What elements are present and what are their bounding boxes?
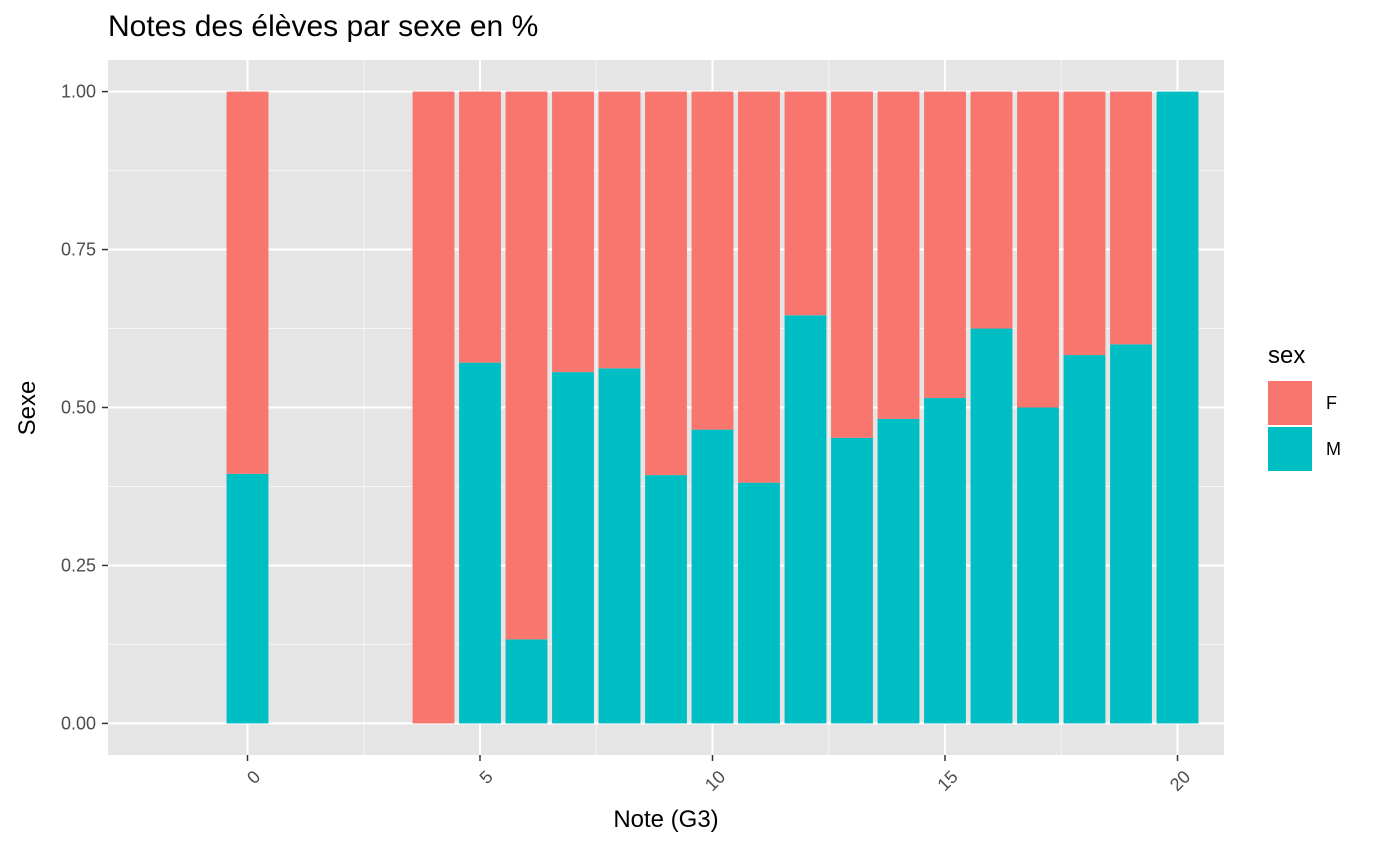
bar-m-12	[784, 315, 827, 724]
legend-swatch-f	[1268, 381, 1312, 425]
bar-m-15	[924, 398, 966, 724]
legend-item-m: M	[1268, 426, 1341, 472]
y-tick-label: 0.50	[61, 398, 96, 418]
bar-m-9	[645, 475, 687, 724]
y-tick-label: 0.00	[61, 713, 96, 733]
bar-m-11	[738, 482, 780, 724]
bar-m-14	[877, 418, 920, 724]
bar-f-19	[1110, 91, 1152, 345]
bar-f-4	[412, 91, 455, 724]
legend-swatch-m	[1268, 427, 1312, 471]
y-axis: 0.00 0.25 0.50 0.75 1.00	[61, 82, 108, 733]
y-tick-label: 0.25	[61, 555, 96, 575]
bar-f-18	[1063, 91, 1106, 356]
bar-m-6	[505, 639, 548, 724]
bar-m-7	[552, 372, 594, 724]
bar-m-10	[691, 429, 734, 724]
bar-f-9	[645, 91, 687, 476]
bar-m-13	[831, 437, 873, 724]
x-tick-label: 20	[1166, 767, 1194, 795]
x-tick-label: 0	[243, 767, 264, 788]
legend-label-f: F	[1326, 392, 1337, 413]
bar-m-18	[1063, 355, 1106, 724]
bar-m-8	[598, 368, 641, 724]
bar-m-5	[459, 362, 501, 724]
bar-m-0	[226, 473, 269, 724]
bar-f-11	[738, 91, 780, 483]
bar-f-16	[970, 91, 1013, 329]
x-axis: 0 5 10 15 20	[243, 755, 1194, 795]
bar-f-7	[552, 91, 594, 373]
bar-f-5	[459, 91, 501, 363]
legend-title: sex	[1268, 342, 1306, 369]
bar-f-10	[691, 91, 734, 430]
x-tick-label: 15	[933, 767, 961, 795]
legend: sex F M	[1268, 342, 1341, 472]
x-tick-label: 10	[701, 767, 729, 795]
legend-item-f: F	[1268, 380, 1341, 426]
chart-title: Notes des élèves par sexe en %	[108, 10, 539, 43]
y-axis-label: Sexe	[14, 380, 41, 436]
bar-m-16	[970, 328, 1013, 724]
bar-f-6	[505, 91, 548, 640]
y-tick-label: 1.00	[61, 82, 96, 102]
bar-f-12	[784, 91, 827, 316]
bar-m-17	[1017, 407, 1059, 724]
legend-label-m: M	[1326, 438, 1341, 459]
bar-f-15	[924, 91, 966, 399]
x-axis-label: Note (G3)	[613, 806, 719, 833]
bar-f-17	[1017, 91, 1059, 408]
bar-f-14	[877, 91, 920, 419]
bar-f-13	[831, 91, 873, 438]
bar-m-19	[1110, 344, 1152, 724]
bar-m-20	[1156, 91, 1199, 724]
bar-f-8	[598, 91, 641, 369]
bars-layer	[226, 91, 1199, 724]
bar-f-0	[226, 91, 269, 474]
y-tick-label: 0.75	[61, 240, 96, 260]
x-tick-label: 5	[476, 767, 497, 788]
